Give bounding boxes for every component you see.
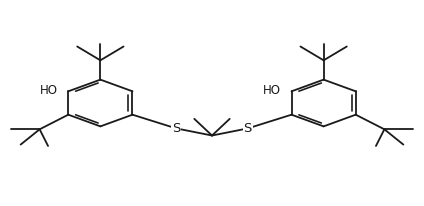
Text: S: S bbox=[244, 122, 252, 135]
Text: HO: HO bbox=[263, 84, 281, 97]
Text: HO: HO bbox=[40, 84, 58, 97]
Text: S: S bbox=[172, 122, 180, 135]
